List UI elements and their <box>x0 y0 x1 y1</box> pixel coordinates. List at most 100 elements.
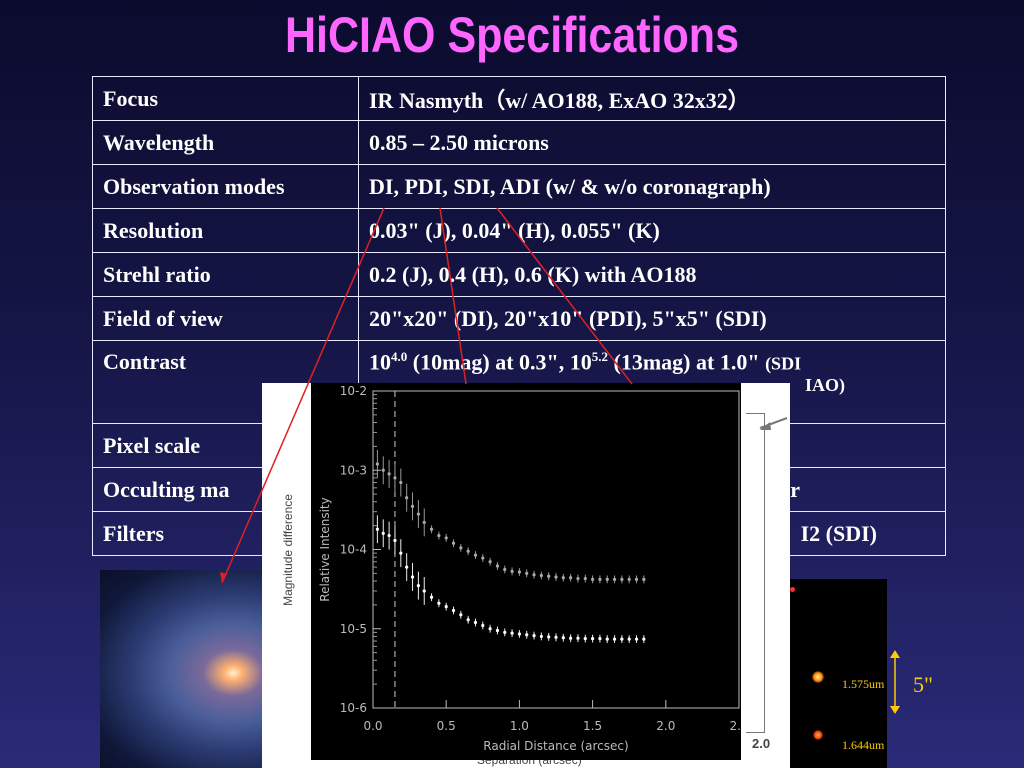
data-point <box>642 577 646 581</box>
wavelength-label-2: 1.644um <box>842 738 885 752</box>
data-point <box>620 637 624 641</box>
spec-value: 0.2 (J), 0.4 (H), 0.6 (K) with AO188 <box>358 252 946 297</box>
data-point <box>569 636 573 640</box>
data-point <box>459 546 463 550</box>
filters-sub: 2 (SDI) <box>809 520 877 546</box>
data-point <box>583 576 587 581</box>
data-point <box>459 613 463 617</box>
x-tick-label: 0.0 <box>363 719 382 733</box>
x-axis-label: Radial Distance (arcsec) <box>483 739 628 753</box>
data-point <box>387 533 391 538</box>
data-point <box>561 576 565 580</box>
contrast-base-1: 10 <box>369 349 391 375</box>
arrow-line-pdi <box>439 207 467 385</box>
data-point <box>429 595 434 599</box>
x-tick-label: 0.5 <box>437 719 456 733</box>
data-point <box>627 577 631 581</box>
data-point <box>410 575 415 579</box>
data-point <box>473 620 478 625</box>
data-point <box>429 527 434 531</box>
data-point <box>525 571 529 575</box>
data-point <box>517 570 521 574</box>
data-point <box>381 468 385 472</box>
x-tick-label: 1.5 <box>583 719 602 733</box>
data-point <box>605 577 609 581</box>
data-point <box>387 472 391 476</box>
contrast-exp-1: 4.0 <box>391 349 408 364</box>
x-tick-label: 2.0 <box>656 719 675 733</box>
y-tick-label: 10-2 <box>340 384 367 398</box>
spec-value: 0.85 – 2.50 microns <box>358 120 946 165</box>
back-plot-xtick: 2.0 <box>752 736 771 751</box>
data-point <box>627 637 631 641</box>
table-row: Field of view 20"x20" (DI), 20"x10" (PDI… <box>92 296 946 341</box>
spec-key: Strehl ratio <box>92 252 359 297</box>
data-point <box>612 577 617 581</box>
data-point <box>591 637 595 641</box>
contrast-exp-2: 5.2 <box>591 349 609 364</box>
data-point <box>410 504 415 508</box>
data-point <box>547 574 551 578</box>
data-point <box>393 476 397 480</box>
table-row: Wavelength 0.85 – 2.50 microns <box>92 120 946 165</box>
contrast-line-2: IAO) <box>805 375 845 396</box>
data-point <box>375 527 379 531</box>
spec-value: DI, PDI, SDI, ADI (w/ & w/o coronagraph) <box>358 164 946 209</box>
data-point <box>510 569 514 573</box>
y-axis-label: Relative Intensity <box>318 497 332 601</box>
data-point <box>405 496 409 500</box>
data-point <box>444 536 448 540</box>
spec-key: Focus <box>92 76 359 121</box>
arrow-line-sdi <box>496 207 633 385</box>
data-point <box>525 633 529 637</box>
data-point <box>437 533 441 538</box>
table-row: Strehl ratio 0.2 (J), 0.4 (H), 0.6 (K) w… <box>92 252 946 297</box>
spec-value: 20"x20" (DI), 20"x10" (PDI), 5"x5" (SDI) <box>358 296 946 341</box>
data-point <box>561 636 565 640</box>
y-tick-label: 10-4 <box>340 543 367 557</box>
data-point <box>495 628 500 633</box>
arrow-head-contrast <box>760 422 771 430</box>
scale-bar-bottom <box>890 706 900 714</box>
spec-key: Resolution <box>92 208 359 253</box>
data-point <box>612 637 617 641</box>
data-point <box>451 541 456 545</box>
data-point <box>399 551 403 555</box>
star-dot-2 <box>813 730 823 740</box>
data-point <box>488 627 492 631</box>
data-point <box>473 553 478 557</box>
y-tick-label: 10-3 <box>340 463 367 477</box>
data-point <box>495 564 500 568</box>
data-point <box>547 635 551 639</box>
data-point <box>554 635 558 639</box>
intensity-plot: 0.00.51.01.52.02.510-210-310-410-510-6Ra… <box>311 383 749 760</box>
data-point <box>422 589 426 593</box>
data-point <box>532 633 536 638</box>
x-tick-label: 1.0 <box>510 719 529 733</box>
data-point <box>539 573 543 578</box>
data-point <box>416 512 420 516</box>
data-point <box>634 577 639 581</box>
data-point <box>503 567 507 572</box>
data-point <box>532 573 536 577</box>
data-point <box>503 630 507 634</box>
data-point <box>554 575 558 579</box>
data-point <box>598 577 602 581</box>
sdi-image: 1.575um 1.644um <box>790 579 887 768</box>
data-point <box>444 605 448 609</box>
spec-key: Wavelength <box>92 120 359 165</box>
galaxy-image <box>100 570 285 768</box>
scale-bar-top <box>890 650 900 658</box>
data-point <box>517 632 521 636</box>
data-point <box>634 637 639 641</box>
data-point <box>481 556 485 560</box>
data-point <box>466 549 470 553</box>
data-point <box>539 634 543 639</box>
spec-key: Observation modes <box>92 164 359 209</box>
data-point <box>488 560 492 564</box>
data-point <box>620 577 624 581</box>
data-point <box>375 462 379 466</box>
table-row: Observation modes DI, PDI, SDI, ADI (w/ … <box>92 164 946 209</box>
data-point <box>642 637 646 641</box>
data-point <box>422 520 426 524</box>
